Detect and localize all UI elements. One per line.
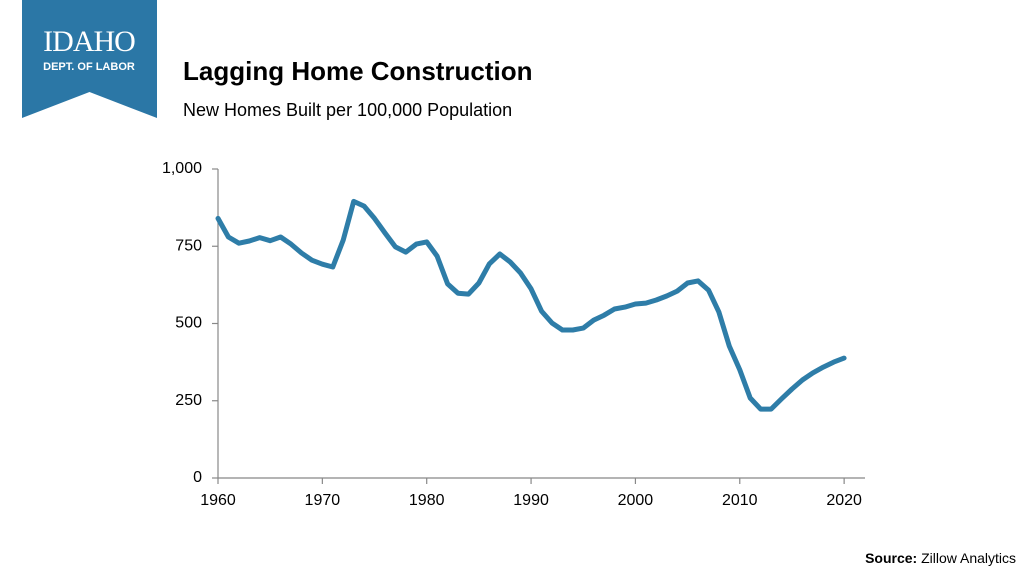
y-tick-label: 750 <box>175 237 202 254</box>
source-text: Zillow Analytics <box>921 550 1016 566</box>
x-tick-label: 1960 <box>200 492 236 509</box>
data-line <box>215 198 847 412</box>
logo-dept: DEPT. OF LABOR <box>43 61 135 73</box>
chart-title: Lagging Home Construction <box>183 56 533 86</box>
logo-banner <box>22 0 157 118</box>
x-tick-label: 1990 <box>513 492 549 509</box>
y-tick-label: 500 <box>175 315 202 332</box>
chart-subtitle: New Homes Built per 100,000 Population <box>183 100 512 120</box>
source-label: Source: <box>865 550 917 566</box>
x-tick-label: 2020 <box>826 492 862 509</box>
x-tick-label: 2000 <box>618 492 654 509</box>
logo: IDAHO DEPT. OF LABOR <box>22 0 157 118</box>
x-tick-label: 1980 <box>409 492 445 509</box>
y-tick-label: 1,000 <box>162 160 202 177</box>
x-tick-label: 2010 <box>722 492 758 509</box>
y-tick-label: 250 <box>175 392 202 409</box>
logo-name: IDAHO <box>43 25 135 58</box>
y-tick-label: 0 <box>193 469 202 486</box>
x-tick-label: 1970 <box>305 492 341 509</box>
source: Source: Zillow Analytics <box>865 550 1016 566</box>
